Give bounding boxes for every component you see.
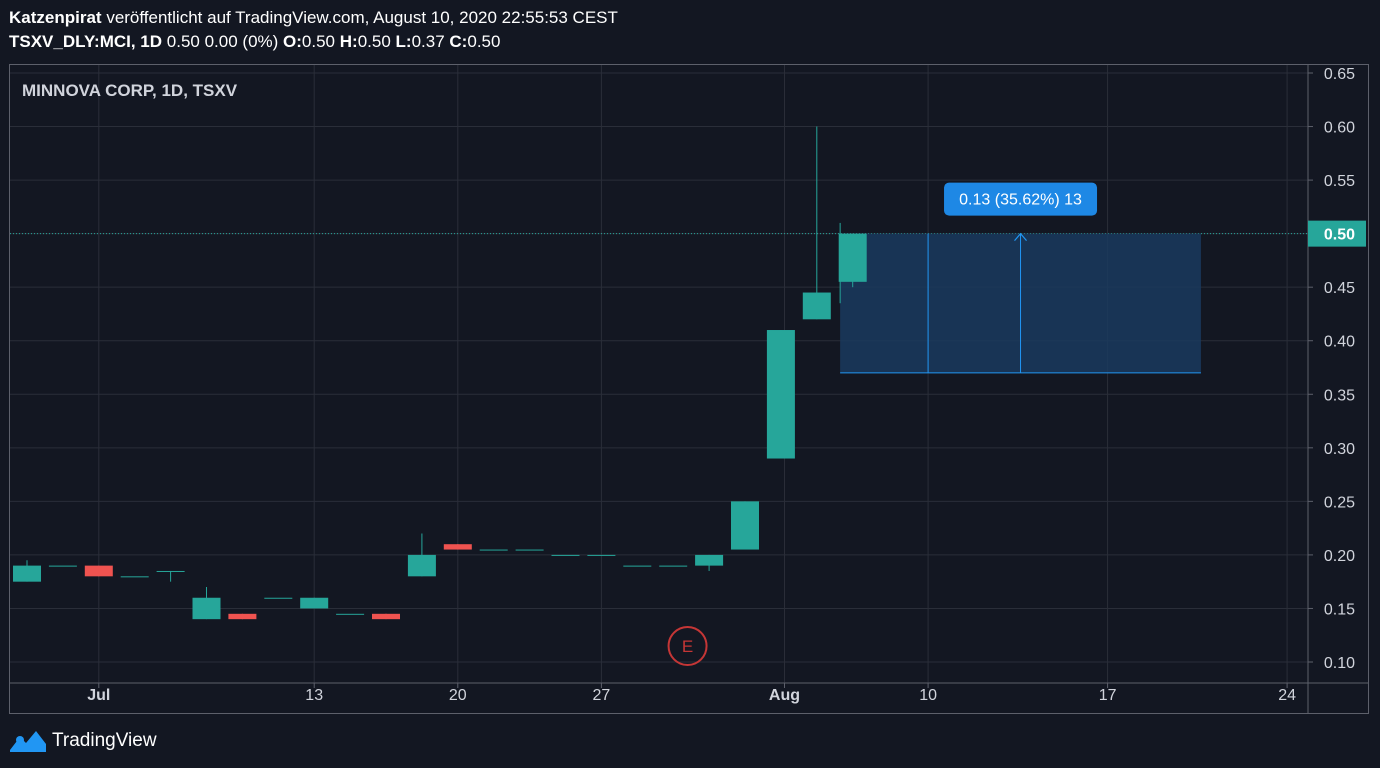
- candle-body: [336, 613, 365, 615]
- open-label: O:: [283, 32, 302, 51]
- ohlc-line: TSXV_DLY:MCI, 1D 0.50 0.00 (0%) O:0.50 H…: [9, 30, 618, 54]
- candle-body: [802, 292, 831, 320]
- time-axis[interactable]: Jul 13 20 27 Aug 10 17 24: [10, 682, 1368, 704]
- open-value: 0.50: [301, 32, 336, 51]
- candle-body: [695, 554, 724, 566]
- measure-label-box: [944, 182, 1098, 216]
- candle-body: [838, 233, 867, 282]
- price-range-measure[interactable]: 0.13 (35.62%) 13: [840, 182, 1201, 374]
- tradingview-logo-icon: [10, 731, 46, 752]
- time-tick-label: 27: [593, 687, 611, 704]
- publish-line: Katzenpirat veröffentlicht auf TradingVi…: [9, 6, 618, 30]
- close-label: C:: [449, 32, 468, 51]
- time-tick-label: Aug: [769, 687, 800, 704]
- chart-grid: [10, 65, 1308, 683]
- candle-body: [13, 565, 41, 582]
- candle-body: [372, 613, 400, 620]
- time-tick-label: Jul: [87, 687, 110, 704]
- candle-body: [479, 549, 508, 551]
- time-tick-label: 13: [305, 687, 323, 704]
- publish-info: veröffentlicht auf TradingView.com, Augu…: [106, 8, 618, 27]
- high-label: H:: [339, 32, 358, 51]
- price-tick-label: 0.35: [1324, 387, 1355, 404]
- candle-body: [84, 565, 113, 577]
- price-tick-label: 0.60: [1324, 120, 1355, 137]
- chart-title: MINNOVA CORP, 1D, TSXV: [22, 81, 238, 100]
- time-tick-label: 10: [919, 687, 937, 704]
- candle-body: [407, 554, 436, 577]
- price-tick-label: 0.25: [1324, 494, 1355, 511]
- candle-body: [264, 597, 293, 599]
- change-value: 0.50 0.00 (0%): [166, 32, 279, 51]
- high-value: 0.50: [357, 32, 391, 51]
- low-label: L:: [395, 32, 412, 51]
- candle-body: [731, 501, 759, 550]
- symbol-label: TSXV_DLY:MCI, 1D: [9, 32, 163, 51]
- measure-arrow-head: [1014, 232, 1027, 242]
- price-tick-label: 0.45: [1324, 280, 1355, 297]
- candle-body: [659, 565, 688, 567]
- candle-body: [48, 565, 77, 567]
- candle-body: [156, 570, 185, 572]
- candle-body: [587, 554, 616, 556]
- candle-body: [228, 613, 257, 620]
- current-price-badge: [1308, 220, 1366, 247]
- author-name[interactable]: Katzenpirat: [9, 8, 102, 27]
- time-tick-label: 17: [1099, 687, 1117, 704]
- current-price-label: 0.50: [1324, 227, 1355, 244]
- earnings-event-marker[interactable]: E: [667, 626, 708, 666]
- candle-body: [623, 565, 652, 567]
- time-tick-label: 24: [1278, 687, 1296, 704]
- candle-body: [192, 597, 221, 620]
- event-label: E: [682, 637, 693, 656]
- price-tick-label: 0.55: [1324, 173, 1355, 190]
- tradingview-brand: TradingView: [52, 730, 157, 751]
- candle-body: [551, 554, 580, 556]
- price-tick-label: 0.40: [1324, 334, 1355, 351]
- chart-header: Katzenpirat veröffentlicht auf TradingVi…: [9, 6, 618, 54]
- event-circle: [667, 626, 708, 666]
- time-tick-label: 20: [449, 687, 467, 704]
- candles: [13, 126, 867, 620]
- candle-body: [300, 597, 329, 609]
- price-tick-label: 0.20: [1324, 548, 1355, 565]
- measure-label-text: 0.13 (35.62%) 13: [959, 192, 1082, 209]
- price-tick-label: 0.10: [1324, 655, 1355, 672]
- chart-frame[interactable]: [9, 64, 1369, 714]
- low-value: 0.37: [411, 32, 445, 51]
- price-axis[interactable]: 0.10 0.15 0.20 0.25 0.30 0.35 0.40 0.45 0.50 0.55…: [1307, 65, 1366, 713]
- close-value: 0.50: [467, 32, 501, 51]
- footer-brand[interactable]: TradingView: [8, 728, 157, 754]
- candle-body: [443, 544, 472, 550]
- price-tick-label: 0.15: [1324, 601, 1355, 618]
- price-tick-label: 0.30: [1324, 441, 1355, 458]
- candle-body: [120, 576, 149, 578]
- price-tick-label: 0.65: [1324, 66, 1355, 83]
- candle-body: [515, 549, 544, 551]
- candle-body: [766, 330, 795, 459]
